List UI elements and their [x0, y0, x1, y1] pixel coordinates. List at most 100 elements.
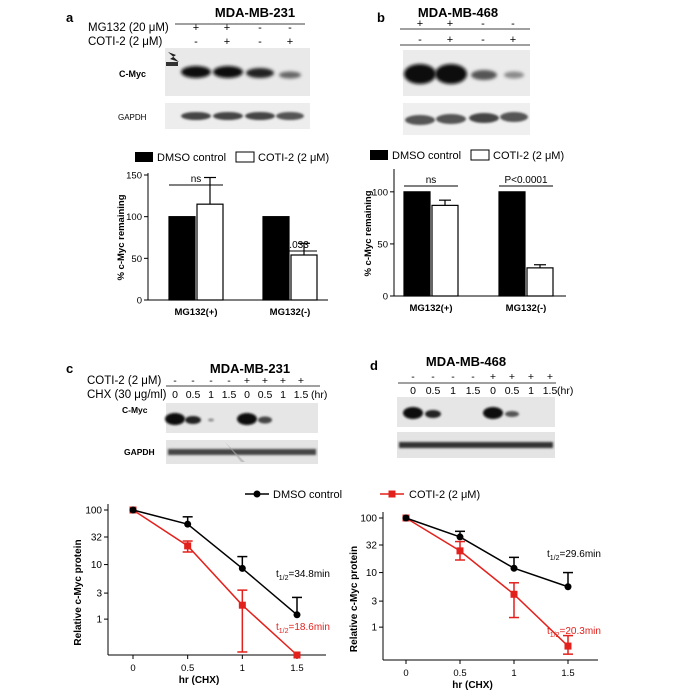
significance-label: ns	[426, 175, 437, 186]
data-point-dmso	[238, 564, 246, 572]
sign: 0.5	[186, 389, 201, 401]
sign: +	[509, 371, 515, 383]
sign: +	[298, 375, 304, 387]
sign: +	[547, 371, 553, 383]
panel-b-cell-line: MDA-MB-468	[418, 5, 498, 20]
sign: 1	[528, 385, 534, 397]
x-axis-label: hr (CHX)	[179, 675, 220, 686]
y-tick-label: 10	[91, 560, 103, 571]
data-point-coti	[510, 590, 518, 598]
x-tick-label: MG132(+)	[409, 303, 452, 314]
legend-label-dmso: DMSO control	[157, 152, 226, 164]
x-tick-label: 0	[130, 663, 135, 674]
half-life-dmso: t1/2=29.6min	[547, 549, 601, 562]
legend-marker-dmso	[253, 490, 261, 498]
bar-dmso	[262, 216, 290, 301]
y-tick-label: 1	[371, 623, 377, 634]
unit-label: (hr)	[557, 385, 573, 397]
bar-chart-b: 0 50 100% c-Myc remaining MG132(+) MG132(-) n…	[363, 169, 566, 314]
bar-coti	[431, 204, 459, 297]
sign: 0.5	[505, 385, 520, 397]
sign: -	[481, 18, 485, 30]
coti-series-line	[405, 517, 569, 647]
y-tick-label: 100	[126, 212, 142, 223]
panel-c-treatment-1-label: COTI-2 (2 μM)	[87, 375, 162, 387]
coti-series-line	[132, 509, 298, 656]
panel-a-signs: + + - - - + - +	[193, 22, 293, 48]
y-tick-label: 100	[372, 187, 388, 198]
x-axis-label: hr (CHX)	[452, 680, 493, 691]
sign: 1.5	[222, 389, 237, 401]
x-tick-label: 1	[511, 668, 516, 679]
x-tick-label: MG132(-)	[506, 303, 547, 314]
sign: 1.5	[294, 389, 309, 401]
sign: +	[224, 22, 230, 34]
sign: +	[510, 34, 516, 46]
data-point-dmso	[293, 611, 301, 619]
panel-b-letter: b	[377, 10, 385, 25]
sign: +	[528, 371, 534, 383]
sign: -	[481, 34, 485, 46]
panel-d-cmyc-blot	[397, 397, 555, 427]
y-axis-label: % c-Myc remaining	[363, 190, 374, 276]
sign: +	[280, 375, 286, 387]
data-point-coti	[456, 547, 464, 555]
panel-c-gapdh-blot	[166, 440, 318, 464]
y-tick-label: 150	[126, 171, 142, 182]
legend-label-coti: COTI-2 (2 μM)	[409, 489, 480, 501]
data-point-dmso	[510, 564, 518, 572]
panel-a-treatment-1-label: MG132 (20 μM)	[88, 22, 169, 34]
sign: -	[209, 375, 213, 387]
panel-a-gapdh-label: GAPDH	[118, 113, 147, 122]
half-life-coti: t1/2=20.3min	[547, 626, 601, 639]
y-tick-label: 0	[137, 296, 142, 307]
sign: +	[490, 371, 496, 383]
sign: +	[244, 375, 250, 387]
x-tick-label: MG132(+)	[174, 307, 217, 318]
panel-d-gapdh-blot	[397, 432, 555, 458]
panel-c-cmyc-label: C-Myc	[122, 405, 148, 415]
x-tick-label: MG132(-)	[270, 307, 311, 318]
y-tick-label: 10	[366, 568, 378, 579]
panel-a-letter: a	[66, 10, 74, 25]
y-tick-label: 100	[85, 506, 102, 517]
bar-dmso	[498, 191, 526, 297]
y-tick-label: 50	[131, 254, 142, 265]
sign: -	[258, 22, 262, 34]
y-tick-label: 32	[91, 532, 103, 543]
significance-label: P<0.0001	[504, 175, 548, 186]
significance-label: ns	[191, 174, 202, 185]
data-point-dmso	[129, 506, 137, 514]
sign: 1	[280, 389, 286, 401]
sign: -	[471, 371, 475, 383]
panel-a-cell-line: MDA-MB-231	[215, 5, 295, 20]
sign: -	[511, 18, 515, 30]
y-axis-label: Relative c-Myc protein	[73, 539, 84, 645]
legend-swatch-dmso	[370, 150, 388, 160]
panel-b-legend: DMSO control COTI-2 (2 μM)	[370, 149, 564, 162]
panel-c-letter: c	[66, 361, 73, 376]
data-point-coti	[293, 651, 301, 659]
bar-coti	[290, 254, 318, 301]
legend-label-coti: COTI-2 (2 μM)	[258, 152, 329, 164]
dmso-series-line	[132, 509, 298, 616]
sign: +	[262, 375, 268, 387]
unit-label: (hr)	[311, 389, 327, 401]
legend-label-coti: COTI-2 (2 μM)	[493, 150, 564, 162]
panel-c-treatment-2-label: CHX (30 μg/ml)	[87, 389, 167, 401]
half-life-dmso: t1/2=34.8min	[276, 569, 330, 582]
sign: -	[288, 22, 292, 34]
dmso-series-line	[405, 517, 569, 588]
panel-a-legend: DMSO control COTI-2 (2 μM)	[135, 151, 329, 164]
y-tick-label: 100	[360, 514, 377, 525]
legend-swatch-dmso	[135, 152, 153, 162]
bar-coti	[196, 203, 224, 301]
bar-dmso	[403, 191, 431, 297]
panel-c-signs: - - - - + + + +0 0.5 1 1.5 0 0.5 1 1.5 (hr)	[172, 375, 327, 401]
panel-c-gapdh-label: GAPDH	[124, 447, 155, 457]
panel-d-cell-line: MDA-MB-468	[426, 354, 506, 369]
bar-coti	[526, 267, 554, 297]
panel-d-letter: d	[370, 358, 378, 373]
